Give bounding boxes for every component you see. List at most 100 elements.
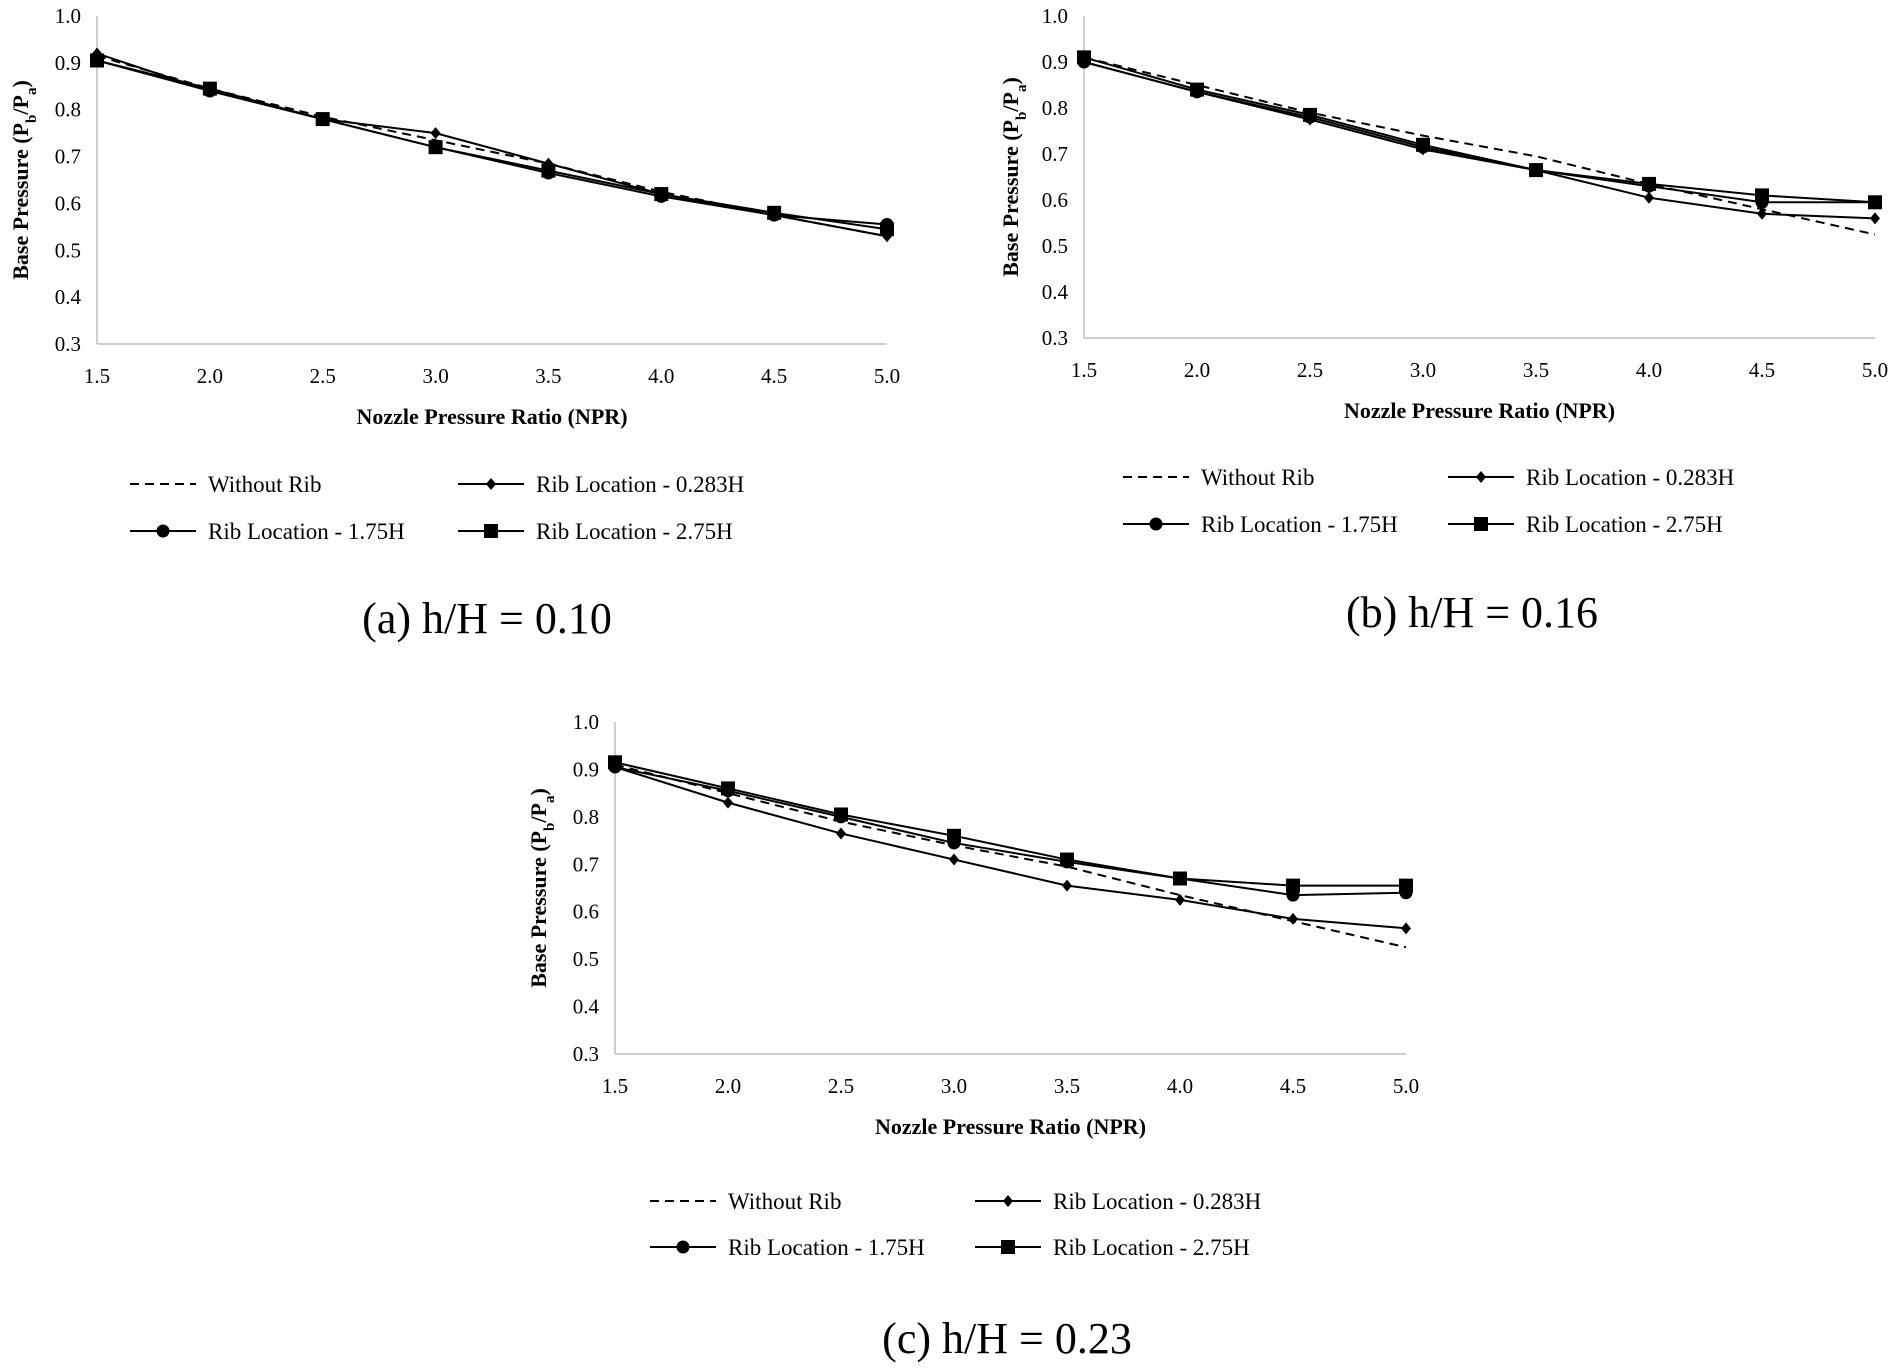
x-tick-label: 3.5 — [535, 364, 561, 388]
y-tick-label: 0.3 — [573, 1042, 599, 1066]
data-point-rib-275h — [1868, 195, 1882, 210]
panel-caption: (c) h/H = 0.23 — [882, 1314, 1132, 1363]
data-point-rib-275h — [767, 205, 782, 220]
data-point-rib-275h — [202, 81, 217, 96]
y-tick-label: 0.3 — [1042, 326, 1068, 350]
data-point-rib-0283h — [836, 827, 846, 840]
x-tick-label: 1.5 — [1071, 358, 1097, 382]
y-tick-label: 0.5 — [55, 238, 81, 262]
x-tick-label: 3.0 — [1410, 358, 1436, 382]
data-point-rib-275h — [1190, 82, 1204, 97]
series-line-without-rib — [1083, 56, 1876, 236]
data-point-rib-0283h — [1757, 207, 1767, 220]
x-tick-label: 4.5 — [1749, 358, 1775, 382]
y-tick-label: 0.6 — [1042, 188, 1068, 212]
panel-caption: (b) h/H = 0.16 — [1346, 588, 1598, 637]
y-tick-label: 0.4 — [55, 285, 82, 309]
x-tick-label: 4.0 — [1167, 1074, 1193, 1098]
legend-marker-rib-275h — [1474, 517, 1488, 531]
x-axis-title: Nozzle Pressure Ratio (NPR) — [875, 1114, 1146, 1139]
legend-marker-rib-0283h — [1003, 1195, 1013, 1207]
series-rib-275h — [608, 755, 1413, 893]
y-axis-title: Base Pressure (Pb/Pa) — [8, 80, 40, 280]
x-tick-label: 5.0 — [874, 364, 900, 388]
series-without-rib — [1083, 56, 1876, 236]
x-axis-title: Nozzle Pressure Ratio (NPR) — [1344, 398, 1615, 423]
data-point-rib-0283h — [1288, 912, 1298, 925]
legend: Without Rib Rib Location - 0.283H Rib Loca… — [130, 472, 744, 544]
x-axis-title: Nozzle Pressure Ratio (NPR) — [356, 404, 627, 429]
y-tick-label: 0.4 — [1042, 280, 1069, 304]
legend-marker-rib-275h — [484, 524, 498, 538]
x-tick-label: 2.5 — [828, 1074, 854, 1098]
x-tick-label: 3.0 — [941, 1074, 967, 1098]
x-tick-label: 3.5 — [1523, 358, 1549, 382]
legend: Without Rib Rib Location - 0.283H Rib Loca… — [650, 1189, 1261, 1260]
y-tick-label: 1.0 — [1042, 4, 1068, 28]
y-tick-label: 0.3 — [55, 332, 81, 356]
series-line-without-rib — [614, 763, 1407, 949]
y-tick-label: 0.5 — [573, 947, 599, 971]
series-line-rib-275h — [96, 59, 888, 231]
y-tick-label: 0.8 — [55, 98, 81, 122]
series-line-rib-175h — [96, 59, 888, 226]
x-tick-label: 3.0 — [422, 364, 448, 388]
legend-label-rib-275h: Rib Location - 2.75H — [536, 519, 733, 544]
y-tick-label: 0.7 — [55, 145, 81, 169]
data-point-rib-275h — [541, 163, 556, 178]
y-tick-label: 0.7 — [573, 852, 599, 876]
series-line-rib-275h — [1083, 56, 1876, 204]
legend-marker-rib-175h — [1149, 517, 1163, 531]
data-point-rib-275h — [315, 112, 330, 127]
data-point-rib-0283h — [1062, 879, 1072, 892]
legend-label-rib-0283h: Rib Location - 0.283H — [1526, 465, 1734, 490]
data-point-rib-0283h — [430, 127, 441, 140]
legend: Without Rib Rib Location - 0.283H Rib Loca… — [1123, 465, 1734, 537]
legend-label-rib-0283h: Rib Location - 0.283H — [1053, 1189, 1261, 1214]
series-rib-275h — [1077, 50, 1882, 210]
legend-label-rib-275h: Rib Location - 2.75H — [1526, 512, 1723, 537]
data-point-rib-275h — [834, 807, 848, 822]
legend-label-without-rib: Without Rib — [208, 472, 321, 497]
y-tick-label: 0.9 — [1042, 50, 1068, 74]
legend-marker-rib-0283h — [486, 478, 496, 490]
data-point-rib-275h — [880, 222, 894, 237]
y-tick-label: 0.9 — [55, 51, 81, 75]
y-tick-label: 0.5 — [1042, 234, 1068, 258]
x-tick-label: 3.5 — [1054, 1074, 1080, 1098]
legend-label-without-rib: Without Rib — [1201, 465, 1314, 490]
chart-panel-c: 1.0 0.9 0.8 0.7 0.6 0.5 0.4 0.31.5 2.0 2.5 3.0 3.5 4… — [526, 710, 1419, 1363]
x-tick-label: 5.0 — [1393, 1074, 1419, 1098]
legend-label-rib-0283h: Rib Location - 0.283H — [536, 472, 744, 497]
chart-panel-b: 1.0 0.9 0.8 0.7 0.6 0.5 0.4 0.31.5 2.0 2.5 3.0 3.5 4… — [998, 4, 1888, 637]
y-tick-label: 0.8 — [573, 805, 599, 829]
data-point-rib-275h — [1755, 188, 1769, 203]
series-line-rib-275h — [614, 761, 1406, 887]
data-point-rib-275h — [1303, 107, 1317, 122]
x-tick-label: 2.5 — [1297, 358, 1323, 382]
data-point-rib-275h — [1529, 163, 1543, 178]
series-line-rib-175h — [1083, 61, 1875, 204]
data-point-rib-275h — [1399, 878, 1413, 893]
data-point-rib-0283h — [1401, 922, 1411, 935]
data-point-rib-0283h — [1644, 191, 1654, 204]
y-tick-label: 1.0 — [573, 710, 599, 734]
x-tick-label: 4.0 — [648, 364, 674, 388]
data-point-rib-0283h — [1870, 212, 1880, 225]
series-line-rib-0283h — [614, 766, 1407, 930]
x-tick-label: 4.5 — [1280, 1074, 1306, 1098]
data-point-rib-275h — [1060, 852, 1074, 867]
x-tick-label: 2.0 — [197, 364, 223, 388]
y-axis-title: Base Pressure (Pb/Pa) — [998, 77, 1030, 277]
x-tick-label: 2.0 — [1184, 358, 1210, 382]
data-point-rib-0283h — [1175, 893, 1185, 906]
data-point-rib-275h — [1077, 50, 1091, 65]
y-tick-label: 0.6 — [573, 900, 599, 924]
legend-label-rib-175h: Rib Location - 1.75H — [728, 1235, 925, 1260]
data-point-rib-275h — [1286, 878, 1300, 893]
x-tick-label: 5.0 — [1862, 358, 1888, 382]
y-tick-label: 1.0 — [55, 4, 81, 28]
x-tick-label: 2.5 — [310, 364, 336, 388]
legend-label-rib-175h: Rib Location - 1.75H — [208, 519, 405, 544]
y-tick-label: 0.7 — [1042, 142, 1068, 166]
